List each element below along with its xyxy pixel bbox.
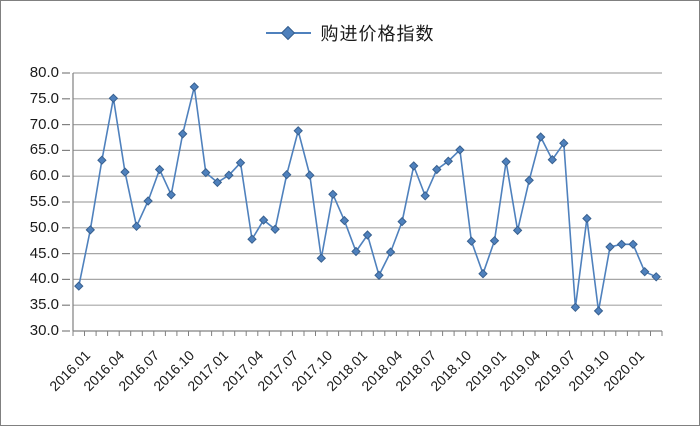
data-point-marker [235,158,246,168]
data-point-marker [593,306,604,316]
data-point-marker [420,191,430,201]
data-point-marker [258,215,269,225]
data-point-marker [316,253,327,263]
data-point-marker [570,302,581,313]
data-point-marker [397,216,407,227]
chart-legend: 购进价格指数 [1,22,699,44]
data-point-marker [547,154,558,165]
data-point-marker [559,138,569,148]
y-axis-tick-label: 45.0 [29,244,59,262]
data-point-marker [201,167,211,178]
data-point-marker [120,167,130,177]
data-point-marker [97,155,107,165]
y-axis-tick-label: 65.0 [29,141,59,159]
data-point-marker [154,164,165,175]
data-point-marker [582,213,592,224]
y-axis-tick-label: 80.0 [29,64,59,81]
y-axis-tick-label: 60.0 [29,167,59,185]
data-point-marker [374,270,384,281]
legend-line-diamond-icon [265,25,311,41]
data-point-marker [501,157,511,167]
data-point-marker [224,170,234,180]
y-axis-labels: 30.0 35.0 40.0 45.0 50.0 55.0 60.0 65.0 70.0 75.0… [1,1,59,425]
data-point-marker [328,189,338,200]
data-point-marker [339,215,350,226]
data-point-marker [74,281,84,291]
data-point-marker [293,126,303,136]
data-point-marker [489,235,500,246]
data-point-marker [628,239,638,250]
y-axis-tick-label: 55.0 [29,193,59,210]
data-point-marker [351,246,361,257]
data-point-marker [247,234,257,244]
data-point-marker [281,169,292,180]
data-point-marker [212,177,223,188]
data-point-marker [605,242,615,252]
data-point-marker [270,224,280,235]
y-axis-tick-label: 75.0 [29,89,59,107]
legend-series-label: 购进价格指数 [320,24,435,44]
data-point-marker [651,272,661,282]
data-point-marker [455,145,465,155]
data-point-marker [512,225,523,236]
data-point-marker [524,175,534,186]
data-point-marker [166,190,176,200]
data-point-marker [443,156,454,166]
data-point-marker [466,236,477,246]
data-point-marker [639,266,650,277]
data-point-marker [85,225,96,235]
data-point-marker [408,161,419,171]
y-axis-tick-label: 40.0 [29,270,59,288]
data-point-marker [478,268,488,279]
y-axis-tick-label: 35.0 [29,296,59,314]
data-point-marker [535,132,546,142]
y-axis-tick-label: 70.0 [29,115,59,133]
data-point-marker [131,221,142,232]
data-point-marker [616,239,627,250]
data-point-marker [385,247,396,257]
data-point-marker [189,82,200,92]
data-point-marker [305,170,315,180]
data-point-marker [108,93,119,104]
data-point-marker [177,129,188,139]
y-axis-tick-label: 30.0 [29,322,59,339]
data-point-marker [362,230,373,240]
data-point-marker [432,164,442,175]
data-point-marker [143,196,153,206]
y-axis-tick-label: 50.0 [29,218,59,236]
